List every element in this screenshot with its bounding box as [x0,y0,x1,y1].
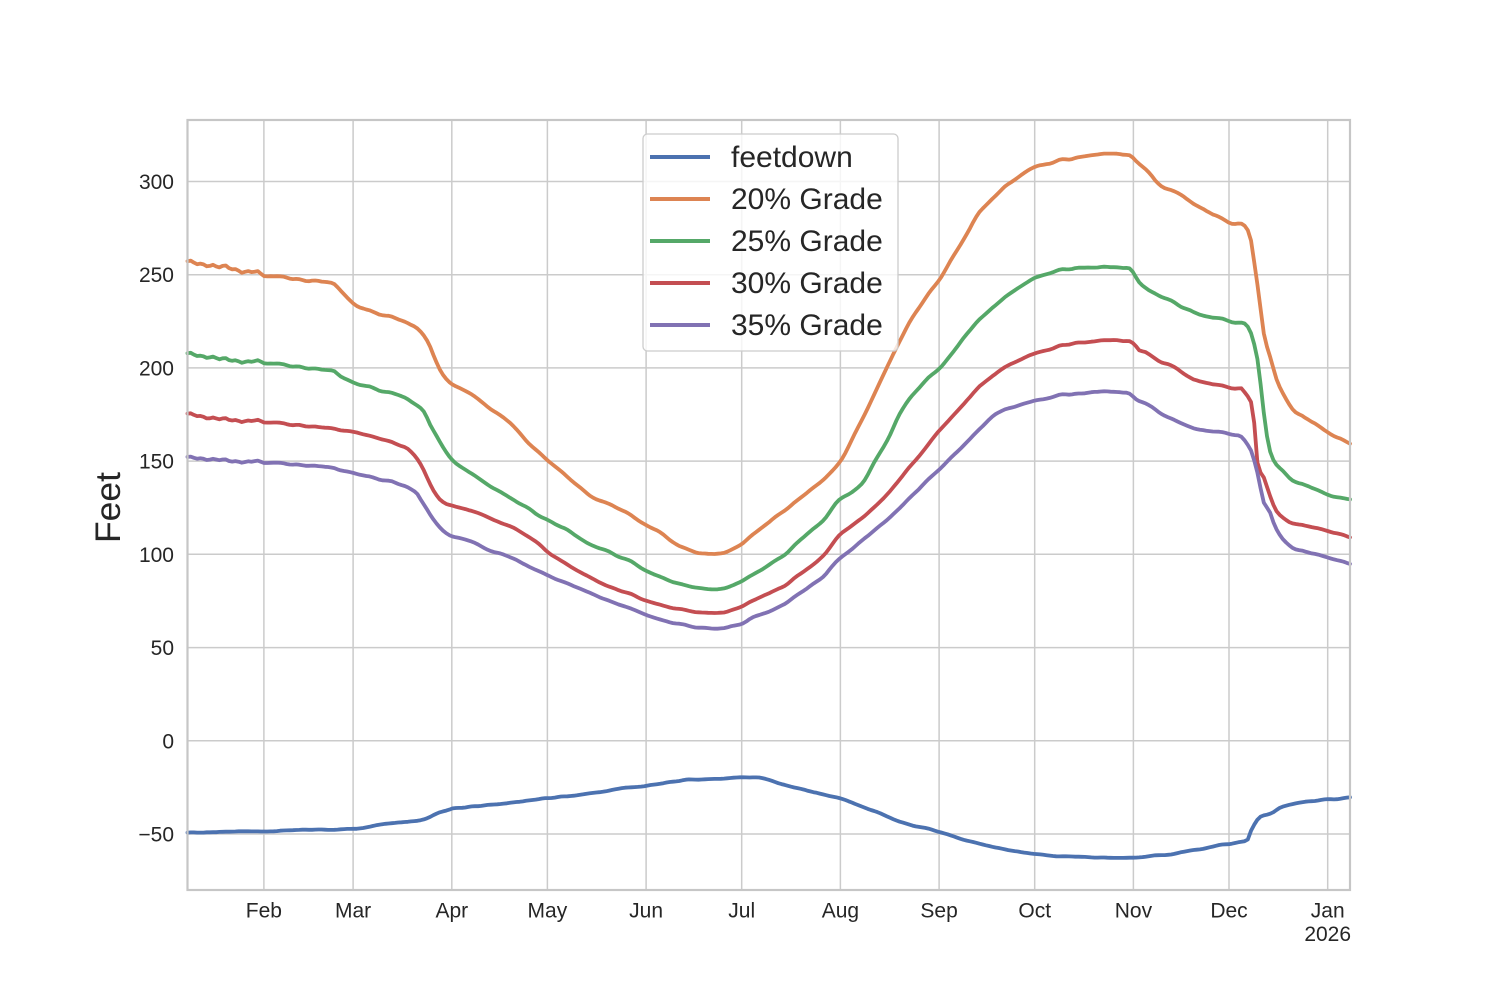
svg-text:Oct: Oct [1018,900,1051,923]
svg-text:Jun: Jun [629,900,663,923]
svg-text:Jan: Jan [1311,900,1345,923]
svg-text:100: 100 [139,544,174,567]
svg-text:Feb: Feb [246,900,282,923]
svg-text:May: May [528,900,568,923]
svg-text:200: 200 [139,357,174,380]
svg-text:Dec: Dec [1210,900,1247,923]
svg-text:35% Grade: 35% Grade [731,309,883,342]
svg-text:20% Grade: 20% Grade [731,183,883,216]
svg-text:Feet: Feet [88,472,128,543]
svg-text:30% Grade: 30% Grade [731,267,883,300]
svg-text:Mar: Mar [335,900,371,923]
svg-text:50: 50 [151,637,174,660]
svg-text:150: 150 [139,451,174,474]
svg-text:feetdown: feetdown [731,141,853,174]
svg-text:2026: 2026 [1304,923,1351,946]
svg-text:Apr: Apr [435,900,468,923]
svg-text:25% Grade: 25% Grade [731,225,883,258]
svg-text:0: 0 [162,730,174,753]
svg-text:Jul: Jul [728,900,755,923]
svg-text:−50: −50 [138,824,174,847]
svg-text:Nov: Nov [1115,900,1153,923]
svg-text:250: 250 [139,264,174,287]
svg-text:300: 300 [139,171,174,194]
svg-text:Aug: Aug [822,900,859,923]
svg-text:Sep: Sep [920,900,957,923]
